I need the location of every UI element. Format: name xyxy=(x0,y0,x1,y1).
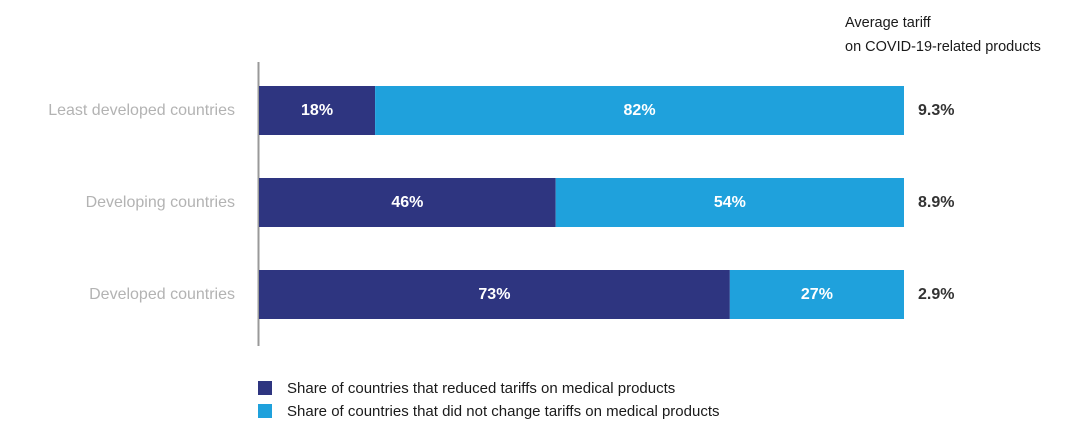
bar-segment-unchanged xyxy=(375,86,905,135)
data-label-unchanged: 27% xyxy=(801,286,833,303)
category-label: Developed countries xyxy=(89,286,235,303)
data-label-reduced: 73% xyxy=(478,286,510,303)
legend: Share of countries that reduced tariffs … xyxy=(258,378,719,424)
bar-segment-unchanged xyxy=(729,270,904,319)
legend-label-unchanged: Share of countries that did not change t… xyxy=(287,402,720,420)
data-label-unchanged: 82% xyxy=(624,102,656,119)
legend-item-reduced: Share of countries that reduced tariffs … xyxy=(258,378,719,398)
bar-segment-reduced xyxy=(259,86,376,135)
data-label-reduced: 46% xyxy=(391,194,423,211)
category-label: Developing countries xyxy=(86,194,235,211)
stacked-bar-chart: Average tariff on COVID-19-related produ… xyxy=(48,15,1041,346)
average-tariff-value: 9.3% xyxy=(918,102,954,119)
bar-segment-unchanged xyxy=(555,178,904,227)
data-label-unchanged: 54% xyxy=(714,194,746,211)
side-column-title-line1: Average tariff xyxy=(845,15,932,31)
legend-swatch-unchanged xyxy=(258,404,272,418)
bar-segment-reduced xyxy=(259,178,556,227)
data-label-reduced: 18% xyxy=(301,102,333,119)
category-label: Least developed countries xyxy=(48,102,235,119)
legend-swatch-reduced xyxy=(258,381,272,395)
average-tariff-value: 2.9% xyxy=(918,286,954,303)
bar-segment-reduced xyxy=(259,270,730,319)
side-column-title-line2: on COVID-19-related products xyxy=(845,39,1041,55)
bars-layer: Least developed countries 18% 82% 9.3% Devel… xyxy=(48,86,954,319)
average-tariff-value: 8.9% xyxy=(918,194,954,211)
legend-label-reduced: Share of countries that reduced tariffs … xyxy=(287,379,676,397)
legend-item-unchanged: Share of countries that did not change t… xyxy=(258,401,719,421)
